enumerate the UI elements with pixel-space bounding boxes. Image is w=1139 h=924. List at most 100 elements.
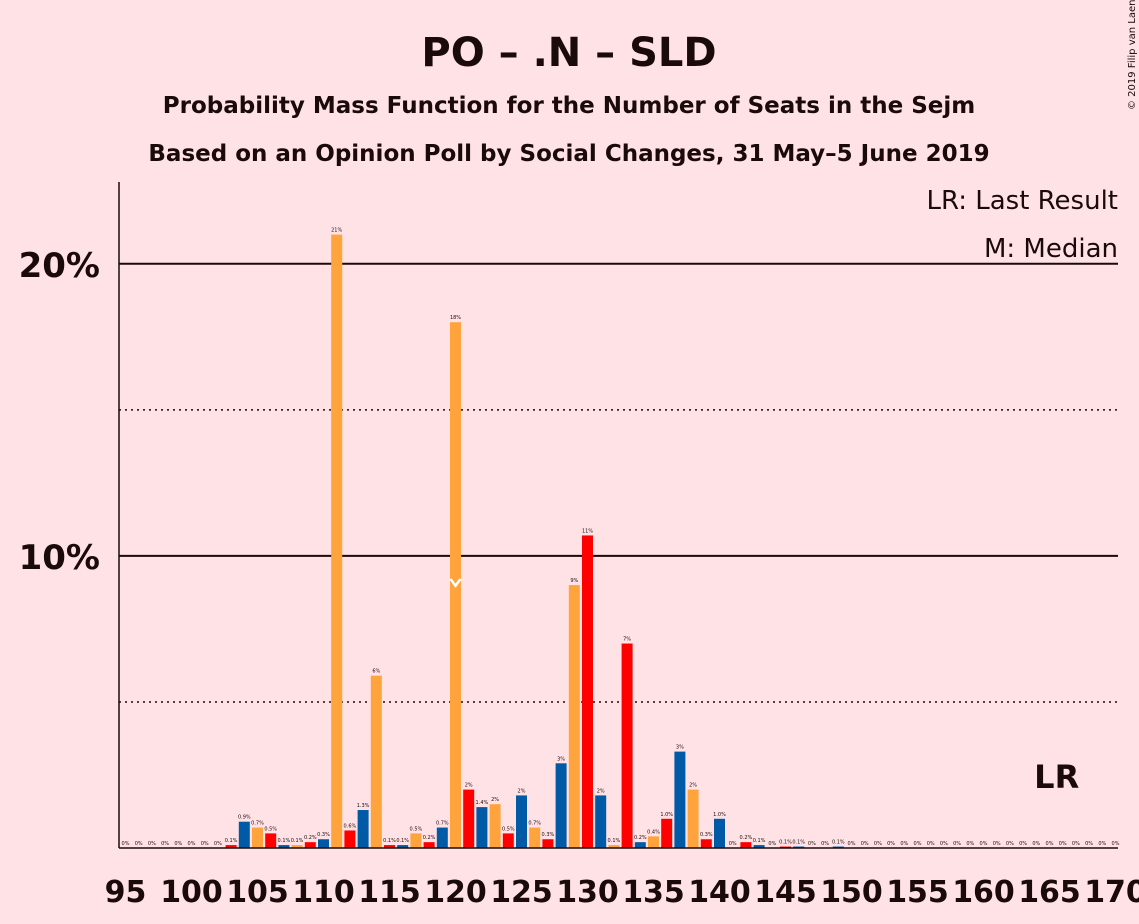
median-marker — [449, 578, 462, 589]
data-label: 0% — [201, 841, 209, 847]
bar — [344, 830, 356, 848]
data-label: 0% — [887, 841, 895, 847]
data-label: 0% — [940, 841, 948, 847]
bar — [608, 845, 620, 848]
legend-last-result: LR: Last Result — [926, 186, 1118, 216]
x-tick-label: 130 — [556, 875, 619, 910]
data-label: 9% — [570, 578, 578, 584]
data-label: 0% — [148, 841, 156, 847]
x-tick-label: 165 — [1018, 875, 1081, 910]
data-label: 0% — [1032, 841, 1040, 847]
data-label: 0% — [953, 841, 961, 847]
data-label: 0% — [914, 841, 922, 847]
x-tick-label: 125 — [490, 875, 553, 910]
data-label: 0% — [927, 841, 935, 847]
data-label: 0% — [1112, 841, 1120, 847]
x-tick-label: 160 — [952, 875, 1015, 910]
data-label: 0% — [861, 841, 869, 847]
data-label: 0% — [122, 841, 130, 847]
x-tick-label: 95 — [105, 875, 147, 910]
bar-group — [225, 234, 844, 848]
bar — [595, 795, 607, 848]
y-tick-label: 10% — [19, 538, 100, 578]
bar — [529, 827, 541, 848]
data-label: 0% — [848, 841, 856, 847]
data-label: 21% — [331, 228, 342, 234]
data-label: 0.1% — [753, 838, 766, 844]
x-tick-label: 150 — [820, 875, 883, 910]
y-tick-label: 20% — [19, 246, 100, 286]
bar — [516, 795, 527, 848]
data-label: 2% — [689, 783, 697, 789]
chart-subtitle: Probability Mass Function for the Number… — [163, 93, 975, 119]
gridlines — [119, 262, 1118, 703]
chart-subtitle-2: Based on an Opinion Poll by Social Chang… — [148, 141, 989, 167]
data-label: 0.1% — [225, 838, 238, 844]
bar — [740, 842, 752, 848]
bar — [582, 535, 593, 848]
x-tick-label: 140 — [688, 875, 751, 910]
data-label: 0% — [966, 841, 974, 847]
data-label: 0% — [1019, 841, 1027, 847]
data-label: 0.4% — [647, 829, 660, 835]
data-label-group: 0% 0% 0% 0% 0% 0% 0% 0% 0.1%0.9%0.7%0.5%0.1% 0.1%… — [122, 228, 1120, 847]
data-label: 0% — [768, 841, 776, 847]
bar — [265, 833, 277, 848]
x-tick-label: 145 — [754, 875, 817, 910]
bar — [661, 818, 673, 848]
bar — [423, 842, 435, 848]
bar — [634, 842, 646, 848]
data-label: 0.7% — [251, 821, 264, 827]
x-tick-label: 170 — [1084, 875, 1139, 910]
bar — [384, 845, 395, 848]
data-label: 0% — [808, 841, 816, 847]
data-label: 1.0% — [713, 812, 726, 818]
bar — [304, 842, 316, 848]
x-tick-label: 105 — [226, 875, 289, 910]
data-label: 2% — [597, 788, 605, 794]
bar — [555, 763, 567, 848]
data-label: 0% — [1046, 841, 1054, 847]
data-label: 0.6% — [344, 823, 357, 829]
bar — [648, 836, 659, 848]
data-label: 0.1% — [792, 840, 805, 846]
data-label: 0% — [174, 841, 182, 847]
data-label: 0.3% — [542, 832, 555, 838]
bar — [357, 810, 369, 848]
data-label: 0.1% — [278, 838, 291, 844]
data-label: 0.2% — [423, 835, 436, 841]
data-label: 0% — [1006, 841, 1014, 847]
chart-title: PO – .N – SLD — [421, 30, 716, 76]
y-tick-labels: 10% 20% — [19, 246, 100, 578]
data-label: 0% — [821, 841, 829, 847]
data-label: 1.4% — [476, 800, 489, 806]
data-label: 0% — [993, 841, 1001, 847]
data-label: 0% — [1098, 841, 1106, 847]
data-label: 0.2% — [304, 835, 317, 841]
bar — [674, 751, 686, 848]
data-label: 0.2% — [634, 835, 647, 841]
data-label: 0.1% — [291, 838, 304, 844]
data-label: 18% — [450, 315, 461, 321]
x-tick-label: 110 — [292, 875, 355, 910]
last-result-marker: LR — [1034, 758, 1079, 796]
bar — [410, 833, 422, 848]
x-tick-label: 155 — [886, 875, 949, 910]
copyright-note: © 2019 Filip van Laenen — [1127, 0, 1138, 110]
data-label: 0.7% — [436, 821, 449, 827]
bar — [318, 839, 329, 848]
bar — [621, 643, 633, 848]
data-label: 2% — [491, 797, 499, 803]
data-label: 1.3% — [357, 803, 370, 809]
data-label: 0% — [161, 841, 169, 847]
x-tick-label: 120 — [424, 875, 487, 910]
bar — [476, 807, 488, 848]
data-label: 0.5% — [410, 826, 423, 832]
data-label: 1.0% — [660, 812, 673, 818]
data-label: 0% — [980, 841, 988, 847]
data-label: 0% — [1085, 841, 1093, 847]
bar — [753, 845, 765, 848]
bar — [397, 845, 409, 848]
data-label: 0.1% — [608, 838, 621, 844]
data-label: 2% — [518, 788, 526, 794]
